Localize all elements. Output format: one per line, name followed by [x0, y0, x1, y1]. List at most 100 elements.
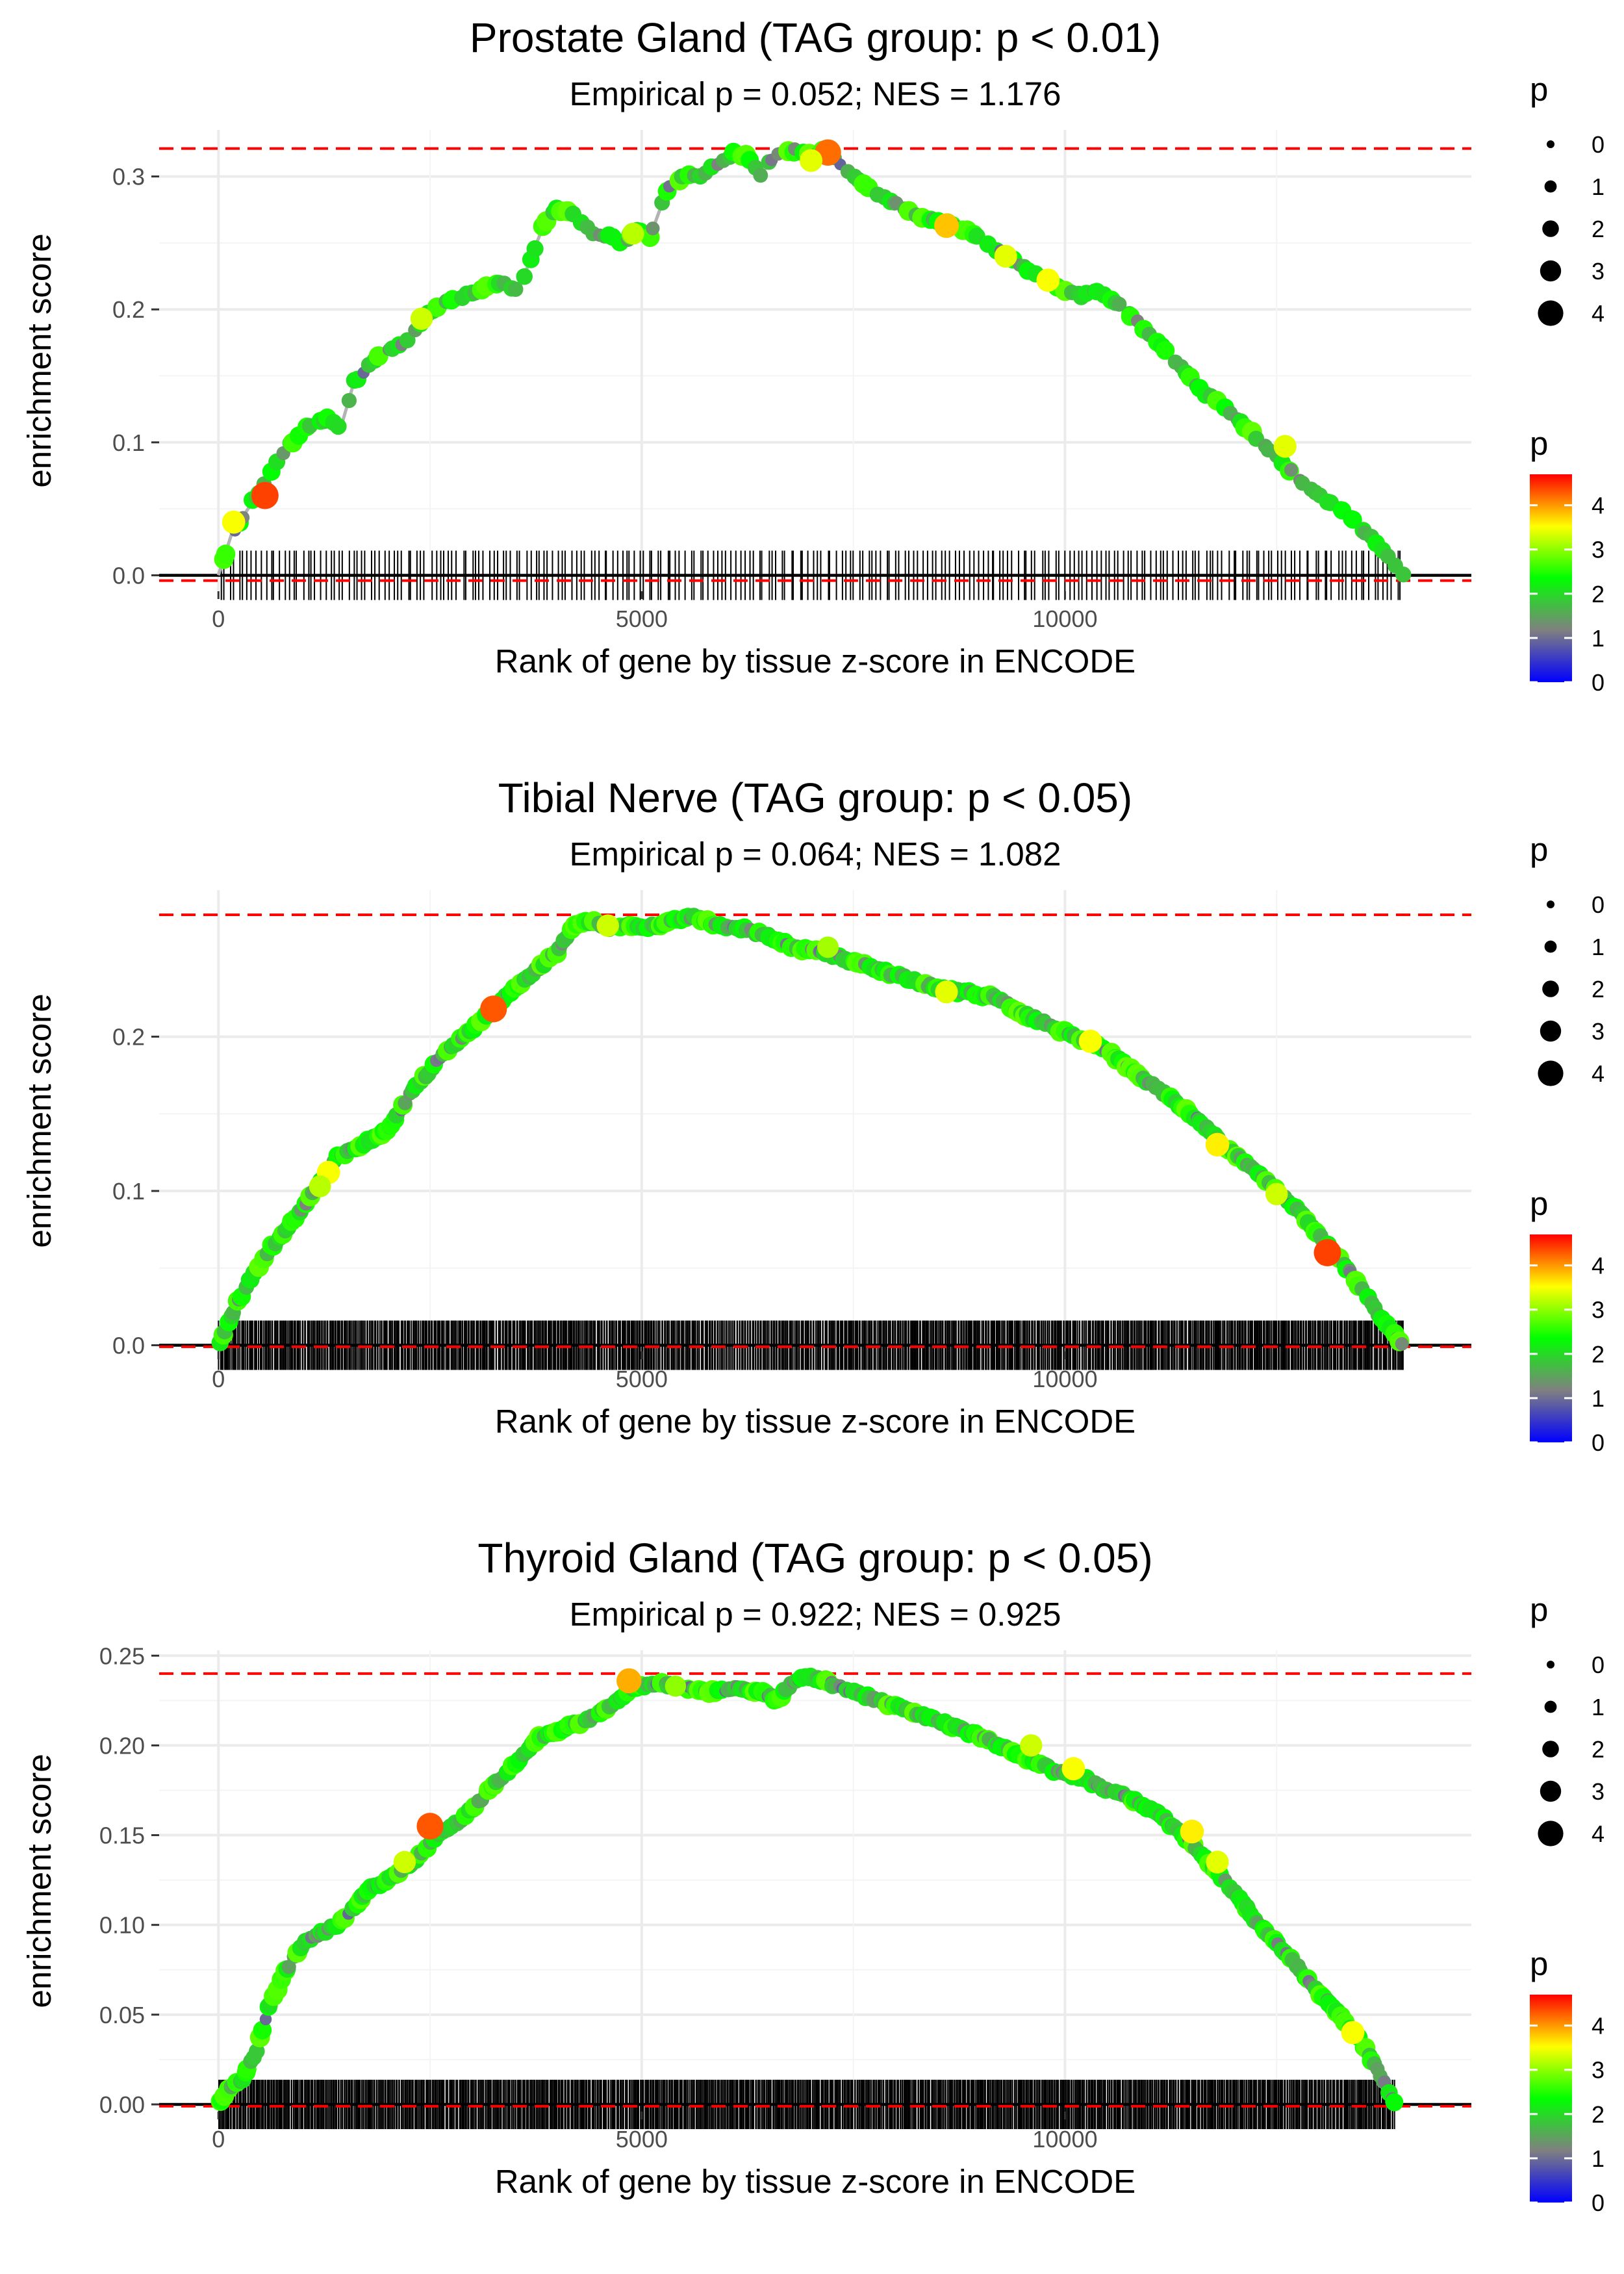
highlight-point: [222, 510, 246, 534]
highlight-point: [416, 1813, 444, 1840]
size-legend-label: 0: [1592, 131, 1605, 158]
x-axis-label: Rank of gene by tissue z-score in ENCODE: [495, 2163, 1136, 2200]
size-legend: p 0 1 2 3 4: [1530, 71, 1605, 327]
enrichment-point: [1156, 341, 1175, 360]
enrichment-point: [341, 392, 357, 409]
color-legend-label: 4: [1592, 492, 1605, 519]
color-legend-label: 3: [1592, 537, 1605, 563]
gridlines: [159, 130, 1471, 591]
color-legend-label: 3: [1592, 1297, 1605, 1323]
size-legend-dot: [1538, 1060, 1564, 1086]
size-legend-dot: [1547, 1661, 1554, 1668]
color-bar: [1530, 474, 1572, 682]
y-tick-label: 0.10: [99, 1912, 145, 1939]
highlight-point: [1061, 1757, 1085, 1781]
color-bar: [1530, 1995, 1572, 2203]
size-legend-label: 2: [1592, 1736, 1605, 1763]
y-tick-label: 0.0: [112, 1333, 145, 1359]
enrichment-point: [753, 168, 768, 183]
panel-tibial-nerve: Tibial Nerve (TAG group: p < 0.05) Empiri…: [0, 760, 1624, 1514]
chart-title: Tibial Nerve (TAG group: p < 0.05): [498, 774, 1132, 821]
color-legend-label: 4: [1592, 1253, 1605, 1279]
size-legend-label: 0: [1592, 891, 1605, 918]
highlight-point: [994, 244, 1017, 268]
x-tick-label: 5000: [616, 2126, 668, 2153]
color-legend-label: 0: [1592, 1429, 1605, 1456]
size-legend-label: 2: [1592, 216, 1605, 242]
chart-subtitle: Empirical p = 0.052; NES = 1.176: [570, 75, 1061, 112]
color-legend-label: 1: [1592, 1385, 1605, 1412]
highlight-point: [1206, 1850, 1229, 1874]
enrichment-point: [507, 281, 524, 298]
enrichment-points: [214, 139, 1412, 583]
size-legend-label: 3: [1592, 258, 1605, 285]
chart-svg: Prostate Gland (TAG group: p < 0.01) Empi…: [21, 14, 1605, 696]
size-legend-dot: [1540, 1780, 1562, 1802]
chart-subtitle: Empirical p = 0.064; NES = 1.082: [570, 836, 1061, 873]
enrichment-point: [516, 268, 533, 285]
size-legend-dot: [1544, 180, 1557, 193]
color-legend-title: p: [1530, 425, 1548, 462]
size-legend-label: 3: [1592, 1018, 1605, 1045]
enrichment-points: [210, 1667, 1404, 2112]
y-tick-label: 0.1: [112, 1178, 145, 1205]
highlight-point: [935, 980, 958, 1004]
highlight-point: [1180, 1819, 1204, 1844]
panel-thyroid-gland: Thyroid Gland (TAG group: p < 0.05) Empir…: [0, 1520, 1624, 2274]
color-legend-label: 2: [1592, 1341, 1605, 1368]
color-legend-title: p: [1530, 1945, 1548, 1982]
enrichment-point: [1385, 2093, 1404, 2112]
color-legend-label: 0: [1592, 2190, 1605, 2216]
color-bar: [1530, 1234, 1572, 1442]
size-legend-label: 1: [1592, 1694, 1605, 1720]
color-legend-label: 2: [1592, 581, 1605, 607]
y-tick-label: 0.20: [99, 1732, 145, 1759]
size-legend-label: 4: [1592, 300, 1605, 327]
y-tick-label: 0.0: [112, 562, 145, 589]
y-tick-label: 0.00: [99, 2091, 145, 2118]
panel-prostate-gland: Prostate Gland (TAG group: p < 0.01) Empi…: [0, 0, 1624, 754]
size-legend-dot: [1538, 1820, 1564, 1846]
y-tick-label: 0.3: [112, 164, 145, 190]
enrichment-point: [253, 2021, 272, 2039]
highlight-point: [1078, 1029, 1102, 1053]
highlight-point: [1341, 2021, 1365, 2045]
size-legend-dot: [1547, 901, 1554, 908]
y-tick-label: 0.15: [99, 1822, 145, 1849]
color-legend-label: 1: [1592, 625, 1605, 652]
highlight-point: [934, 213, 959, 238]
axes: 0.0 0.1 0.2 0.3 0 5000 10000: [112, 164, 1098, 632]
highlight-point: [410, 307, 433, 330]
highlight-point: [1265, 1182, 1288, 1206]
axes: 0.0 0.1 0.2 0 5000 10000: [112, 1024, 1098, 1392]
color-legend-label: 1: [1592, 2145, 1605, 2172]
enrichment-score-line: [217, 1675, 1397, 2106]
color-legend-label: 0: [1592, 669, 1605, 696]
y-tick-label: 0.05: [99, 2002, 145, 2028]
size-legend-label: 4: [1592, 1820, 1605, 1847]
color-legend-label: 2: [1592, 2101, 1605, 2128]
size-legend-dot: [1547, 140, 1554, 148]
size-legend-dot: [1544, 1700, 1557, 1713]
size-legend-dot: [1542, 220, 1559, 237]
color-legend: p 0 1 2 3 4: [1530, 1945, 1605, 2216]
size-legend-title: p: [1530, 71, 1548, 108]
y-axis-label: enrichment score: [21, 233, 58, 487]
highlight-point: [596, 914, 619, 937]
enrichment-point: [1284, 463, 1298, 477]
size-legend-dot: [1544, 940, 1557, 953]
highlight-point: [1313, 1239, 1341, 1266]
size-legend-dot: [1540, 1020, 1562, 1042]
size-legend-dot: [1542, 1741, 1559, 1757]
gridlines: [159, 1650, 1471, 2112]
chart-svg: Thyroid Gland (TAG group: p < 0.05) Empir…: [21, 1535, 1605, 2216]
x-tick-label: 0: [212, 606, 225, 632]
color-legend-label: 4: [1592, 2013, 1605, 2039]
enrichment-point: [259, 2013, 272, 2026]
x-tick-label: 5000: [616, 1366, 668, 1392]
size-legend: p 0 1 2 3 4: [1530, 1591, 1605, 1847]
enrichment-point: [1395, 567, 1412, 583]
highlight-point: [480, 995, 507, 1023]
color-legend: p 0 1 2 3 4: [1530, 425, 1605, 696]
